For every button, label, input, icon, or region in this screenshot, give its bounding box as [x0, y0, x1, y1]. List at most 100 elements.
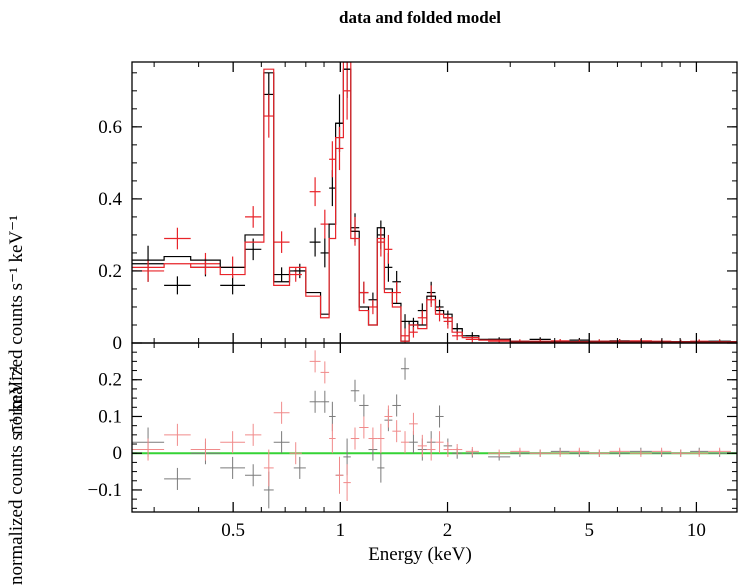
y-tick-label: 0.4 — [98, 189, 122, 210]
bottom-frame — [131, 342, 738, 513]
residual-panel: −0.1 0 0.1 0.2 0.5 1 2 5 10 — [88, 342, 738, 541]
data-point-red — [377, 227, 385, 257]
residual-point-resid_black — [293, 456, 306, 479]
data-point-black — [400, 314, 410, 329]
residual-point-resid_red — [443, 442, 453, 457]
top-y-axis-title: normalized counts s⁻¹ keV⁻¹ — [6, 215, 27, 435]
y-tick-label: 0.2 — [98, 370, 122, 391]
residual-point-resid_red — [417, 434, 427, 457]
data-point-red — [343, 62, 351, 120]
residual-point-resid_black — [350, 379, 360, 402]
top-panel: 0 0.2 0.4 0.6 — [98, 61, 738, 354]
residual-point-resid_red — [350, 427, 360, 450]
y-tick-label: −0.1 — [88, 480, 122, 501]
y-tick-label: 0 — [113, 443, 123, 464]
x-tick-label: 5 — [584, 520, 594, 541]
residual-point-resid_black — [320, 390, 330, 413]
model-histogram-model_black — [132, 68, 737, 343]
data-point-red — [452, 331, 463, 341]
data-point-black — [164, 276, 191, 295]
x-tick-label: 1 — [336, 520, 346, 541]
residual-point-resid_red — [651, 447, 672, 456]
residual-point-resid_red — [220, 431, 246, 454]
residual-point-resid_red — [400, 431, 410, 454]
residual-point-resid_red — [708, 447, 731, 456]
residual-point-resid_red — [488, 449, 511, 457]
x-axis-title: Energy (keV) — [368, 544, 472, 565]
residual-point-resid_red — [529, 449, 551, 457]
data-point-red — [329, 141, 336, 178]
residual-point-resid_black — [359, 394, 369, 417]
residual-point-resid_red — [550, 449, 570, 457]
data-point-red — [443, 314, 453, 329]
residual-point-resid_black — [245, 464, 262, 487]
residual-point-resid_red — [320, 361, 330, 384]
residual-point-resid_red — [368, 427, 378, 450]
x-tick-label: 0.5 — [221, 520, 245, 541]
data-point-red — [409, 326, 418, 338]
residual-point-resid_red — [690, 449, 709, 457]
data-point-black — [273, 267, 290, 282]
residual-point-resid_red — [377, 423, 385, 454]
residual-point-resid_red — [409, 412, 418, 435]
residual-point-resid_red — [309, 350, 321, 373]
residual-point-resid_red — [359, 416, 369, 439]
y-tick-label: 0.2 — [98, 261, 122, 282]
residual-point-resid_red — [426, 438, 436, 461]
data-point-red — [190, 252, 221, 275]
data-point-black — [320, 238, 330, 268]
residual-point-resid_red — [589, 449, 610, 457]
y-tick-label: 0 — [113, 333, 123, 354]
residual-point-resid_red — [343, 464, 351, 501]
residual-point-resid_red — [384, 405, 393, 428]
x-tick-label: 10 — [687, 520, 706, 541]
data-point-red — [400, 328, 410, 343]
residual-point-resid_red — [335, 456, 344, 494]
data-point-red — [289, 267, 302, 282]
chart-title: data and folded model — [339, 8, 501, 27]
residual-point-resid_red — [263, 449, 274, 487]
residual-point-resid_red — [392, 420, 401, 443]
data-point-red — [384, 234, 393, 264]
data-point-red — [417, 310, 427, 325]
residual-point-resid_red — [289, 442, 302, 465]
data-point-red — [359, 281, 369, 304]
data-point-red — [335, 126, 344, 171]
data-point-red — [309, 177, 321, 207]
data-point-red — [273, 231, 290, 253]
residual-point-resid_red — [273, 401, 290, 424]
residual-point-resid_black — [164, 467, 191, 490]
residual-point-resid_black — [309, 390, 321, 413]
bottom-y-axis-title: normalized counts s⁻¹ keV⁻¹ — [6, 365, 27, 585]
data-point-red — [263, 94, 274, 138]
residual-point-resid_black — [400, 357, 410, 380]
residual-point-resid_red — [569, 447, 590, 456]
residual-point-resid_red — [435, 431, 444, 454]
y-tick-label: 0.6 — [98, 117, 122, 138]
residual-point-resid_black — [220, 456, 246, 479]
residual-point-resid_black — [377, 453, 385, 483]
residual-point-resid_red — [629, 449, 652, 457]
bottom-plot-area — [132, 350, 737, 509]
residual-point-resid_black — [435, 405, 444, 428]
residual-point-resid_black — [392, 394, 401, 417]
residual-point-resid_red — [671, 449, 691, 457]
data-point-red — [164, 227, 191, 250]
residual-point-resid_black — [273, 431, 290, 454]
residual-point-resid_red — [510, 447, 530, 456]
data-point-red — [320, 209, 330, 239]
y-tick-label: 0.1 — [98, 406, 122, 427]
residual-point-resid_red — [609, 447, 630, 456]
residual-point-resid_red — [190, 438, 221, 461]
residual-point-resid_red — [164, 423, 191, 446]
residual-point-resid_red — [329, 423, 336, 454]
data-point-black — [309, 227, 321, 257]
residual-point-resid_red — [465, 446, 479, 456]
data-point-red — [368, 299, 378, 315]
residual-point-resid_red — [132, 438, 165, 461]
data-point-red — [245, 206, 262, 228]
data-point-red — [392, 281, 401, 304]
top-frame — [131, 61, 738, 344]
top-plot-area — [132, 62, 737, 343]
